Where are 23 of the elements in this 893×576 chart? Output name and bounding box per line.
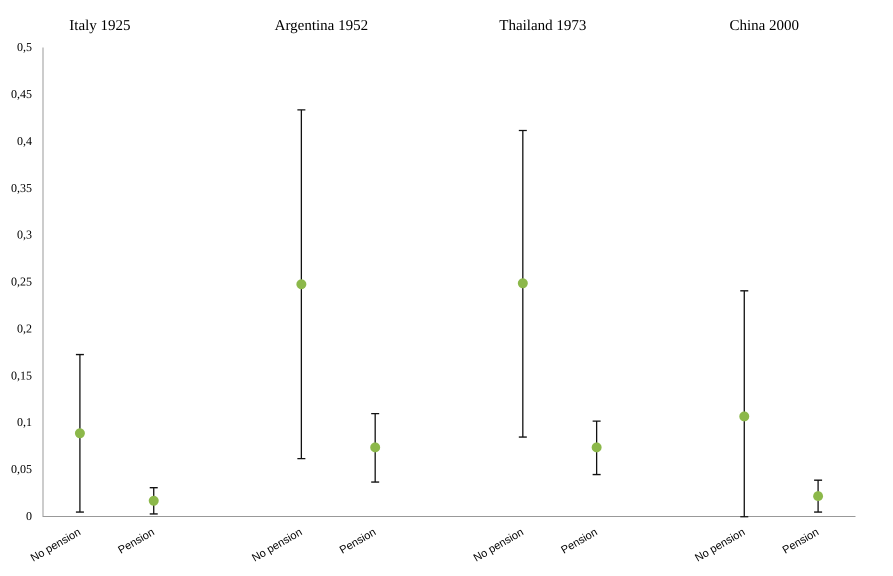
y-tick-label: 0,05 xyxy=(11,462,32,476)
y-tick-label: 0,45 xyxy=(11,87,32,102)
point xyxy=(296,279,306,290)
point xyxy=(518,278,528,288)
point xyxy=(148,496,159,506)
y-tick-label: 0,15 xyxy=(11,368,32,382)
y-tick-label: 0,5 xyxy=(17,40,32,54)
point xyxy=(592,442,602,452)
y-tick-label: 0,35 xyxy=(11,180,32,195)
y-tick-label: 0,3 xyxy=(17,228,32,242)
y-tick-label: 0,4 xyxy=(17,134,32,148)
text: China 2000 xyxy=(729,18,800,34)
y-tick-label: 0,1 xyxy=(17,415,32,430)
text: Thailand 1973 xyxy=(499,18,586,34)
y-tick-label: 0 xyxy=(26,508,32,523)
y-tick-label: 0,2 xyxy=(17,321,32,336)
text: Italy 1925 xyxy=(69,18,131,34)
point xyxy=(739,411,750,422)
y-tick-label: 0,25 xyxy=(11,274,32,289)
point xyxy=(74,428,85,438)
point xyxy=(813,491,824,502)
text: Argentina 1952 xyxy=(274,18,368,34)
point xyxy=(370,442,380,452)
